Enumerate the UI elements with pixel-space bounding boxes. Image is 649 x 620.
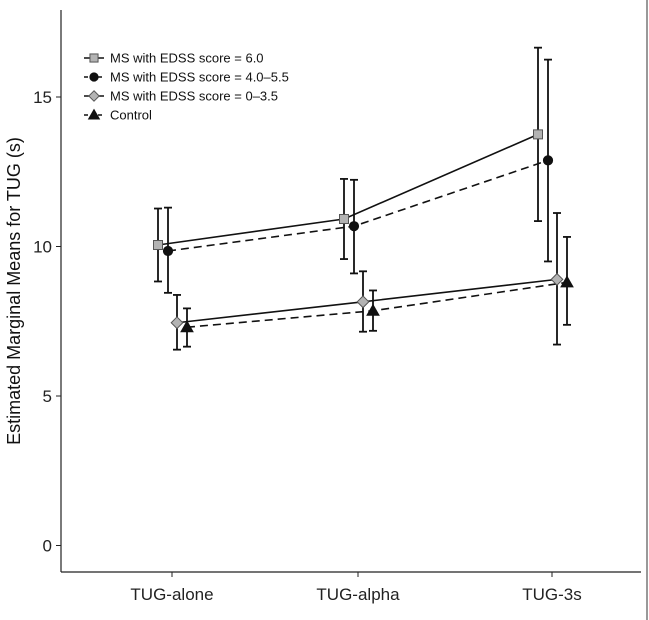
legend-marker-3 bbox=[88, 90, 100, 102]
marker-s3-c3 bbox=[550, 272, 564, 286]
series-line-2 bbox=[167, 159, 549, 252]
legend-marker-2 bbox=[89, 72, 99, 82]
legend-marker-1 bbox=[89, 53, 99, 63]
y-tick-label-15: 15 bbox=[33, 88, 52, 107]
marker-s3-c2 bbox=[356, 295, 370, 309]
legend-label-1: MS with EDSS score = 6.0 bbox=[110, 51, 264, 66]
legend-marker-4 bbox=[87, 108, 101, 120]
marker-s1-c3 bbox=[533, 129, 543, 140]
legend-label-3: MS with EDSS score = 0–3.5 bbox=[110, 89, 278, 104]
x-tick-label-2: TUG-alpha bbox=[316, 585, 400, 604]
markers bbox=[153, 129, 574, 333]
marker-s2-c3 bbox=[542, 155, 554, 166]
marker-s2-c2 bbox=[348, 221, 360, 232]
marker-s3-c1 bbox=[170, 316, 184, 330]
x-ticks: TUG-alone TUG-alpha TUG-3s bbox=[130, 572, 582, 604]
x-tick-label-3: TUG-3s bbox=[522, 585, 582, 604]
x-tick-label-1: TUG-alone bbox=[130, 585, 213, 604]
y-tick-label-5: 5 bbox=[43, 387, 52, 406]
legend: MS with EDSS score = 6.0 MS with EDSS sco… bbox=[84, 51, 289, 123]
y-tick-label-0: 0 bbox=[43, 537, 52, 556]
legend-label-4: Control bbox=[110, 108, 152, 123]
series-line-4 bbox=[186, 281, 568, 329]
y-ticks: 0 5 10 15 bbox=[33, 88, 61, 556]
marker-s4-c2 bbox=[366, 303, 380, 316]
marker-s1-c1 bbox=[153, 240, 163, 251]
legend-label-2: MS with EDSS score = 4.0–5.5 bbox=[110, 70, 289, 85]
y-axis-title: Estimated Marginal Means for TUG (s) bbox=[4, 137, 24, 445]
series-line-1 bbox=[157, 133, 539, 246]
y-tick-label-10: 10 bbox=[33, 238, 52, 257]
marker-s1-c2 bbox=[339, 213, 349, 224]
marker-s2-c1 bbox=[162, 245, 174, 257]
marker-s4-c3 bbox=[560, 275, 574, 288]
marker-s4-c1 bbox=[180, 320, 194, 333]
